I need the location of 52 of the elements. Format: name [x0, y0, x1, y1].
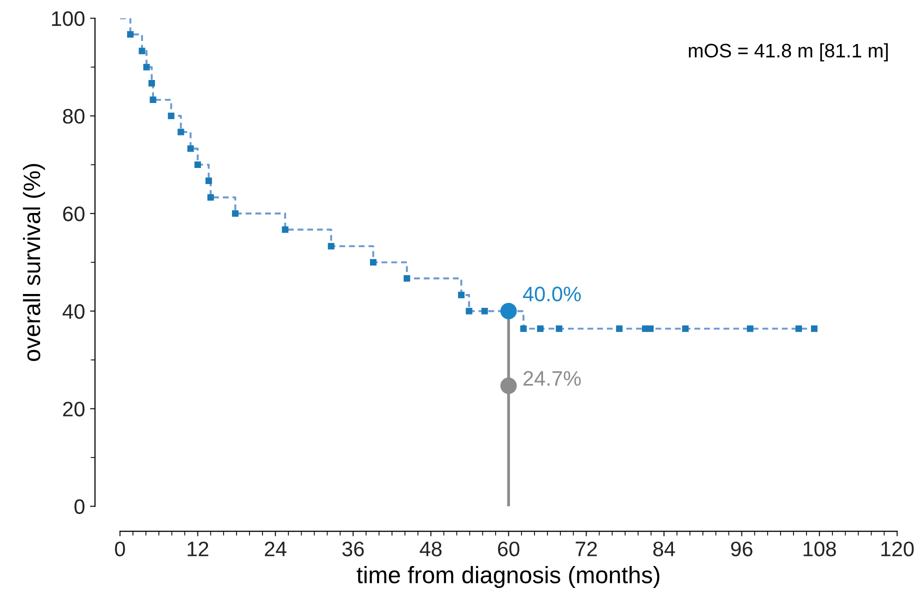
x-axis-title: time from diagnosis (months) [356, 566, 660, 588]
x-tick-label: 0 [115, 542, 125, 556]
x-tick-label: 60 [498, 542, 520, 556]
x-tick-label: 120 [881, 542, 914, 556]
point [556, 325, 562, 332]
y-tick-label: 40 [62, 304, 84, 319]
x-tick-label: 48 [420, 542, 442, 556]
point [370, 259, 376, 266]
annotation: mOS = 41.8 m [81.1 m] [688, 43, 888, 62]
point [520, 325, 527, 332]
point [143, 64, 150, 70]
point [404, 275, 410, 282]
x-tick-label: 72 [576, 542, 597, 556]
x-tick-label: 24 [264, 542, 286, 556]
point [500, 302, 517, 320]
data-label: 40.0% [522, 286, 581, 302]
point [168, 112, 174, 120]
x-tick-label: 108 [804, 542, 836, 556]
y-tick-label: 60 [63, 206, 84, 222]
point [500, 378, 517, 394]
point [466, 308, 472, 314]
point [746, 325, 754, 332]
x-tick-label: 84 [653, 542, 675, 556]
point [187, 145, 194, 152]
y-tick-label: 100 [52, 11, 84, 26]
point [232, 210, 239, 217]
point [150, 96, 156, 104]
point [458, 292, 465, 298]
point [178, 128, 184, 136]
point [148, 80, 155, 86]
point [194, 161, 201, 168]
y-tick-label: 0 [74, 499, 84, 514]
point [282, 226, 288, 233]
point [205, 178, 212, 184]
x-tick-label: 96 [731, 542, 752, 556]
point [811, 325, 818, 332]
point [127, 31, 134, 38]
data-label: 24.7% [524, 371, 581, 386]
y-tick-label: 20 [63, 402, 84, 416]
point [616, 325, 623, 332]
point [138, 48, 146, 54]
point [647, 325, 654, 332]
point [682, 325, 689, 332]
y-axis-title: overall survival (%) [22, 164, 45, 362]
point [328, 242, 334, 250]
y-tick-label: 80 [63, 108, 84, 124]
point [207, 194, 214, 201]
x-tick-label: 12 [188, 542, 208, 556]
point [537, 325, 544, 332]
x-tick-label: 36 [342, 542, 364, 556]
point [481, 308, 488, 314]
point [795, 325, 802, 332]
